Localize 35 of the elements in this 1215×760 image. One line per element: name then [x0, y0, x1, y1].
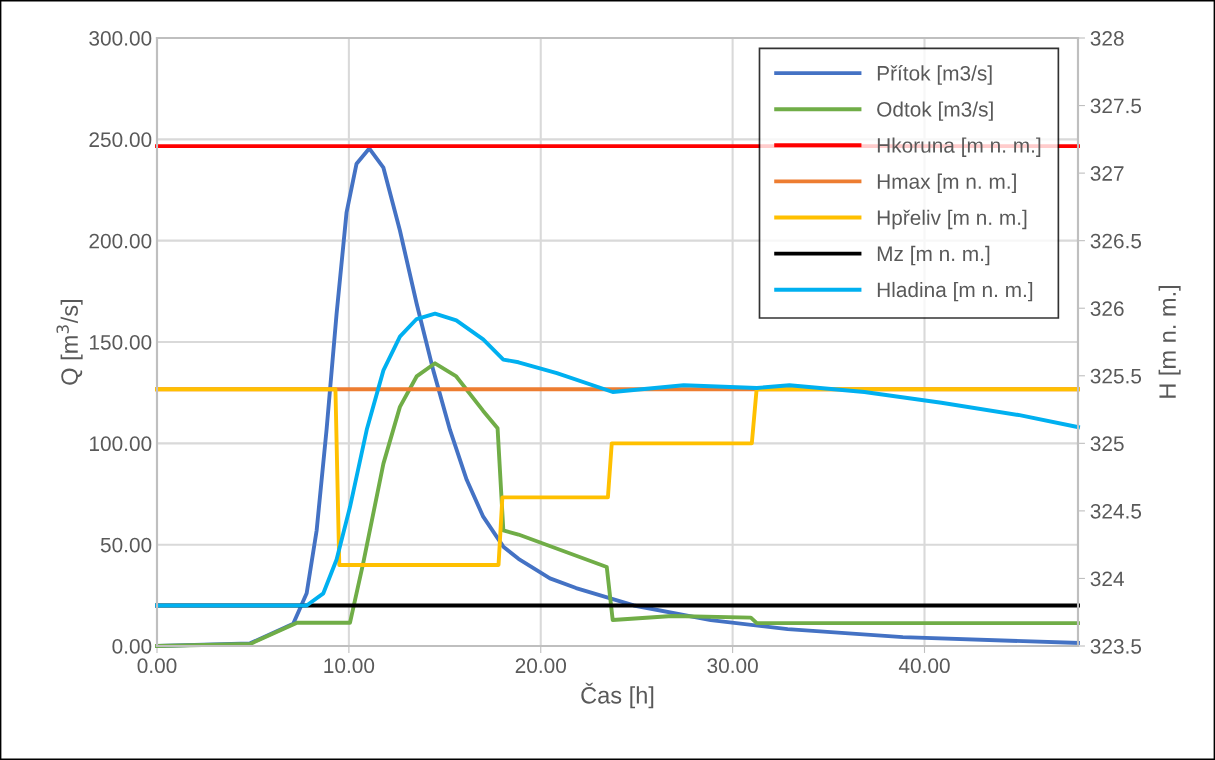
- y-tick-label: 200.00: [89, 233, 152, 249]
- legend-label: Přítok [m3/s]: [877, 65, 992, 85]
- y2-tick-label: 326: [1090, 301, 1124, 316]
- y2-tick-label: 325: [1090, 436, 1124, 452]
- y-axis-title: Q [m$^{3}$/s]: [56, 300, 83, 385]
- y2-tick-label: 324: [1090, 571, 1124, 587]
- y-tick-label: 150.00: [90, 335, 152, 350]
- x-tick-label: 40.00: [898, 658, 950, 674]
- legend-label: Hpřeliv [m n. m.]: [877, 209, 1027, 230]
- y2-tick-label: 323.5: [1090, 639, 1142, 654]
- y2-tick-label: 327: [1090, 166, 1124, 181]
- y2-tick-label: 325.5: [1090, 368, 1142, 384]
- y-tick-label: 0.00: [112, 639, 152, 654]
- line-series: [155, 311, 1080, 608]
- x-tick-label: 10.00: [324, 658, 375, 674]
- line-series: [155, 361, 1080, 648]
- y2-tick-label: 328: [1090, 31, 1124, 46]
- x-tick-label: 0.00: [137, 658, 177, 674]
- y-tick-label: 250.00: [89, 132, 152, 148]
- y2-tick-label: 324.5: [1090, 503, 1142, 519]
- legend-label: Hkoruna [m n. m.]: [877, 137, 1041, 157]
- y-tick-label: 300.00: [89, 31, 152, 46]
- y-tick-label: 100.00: [90, 436, 152, 452]
- legend-label: Hmax [m n. m.]: [877, 173, 1016, 194]
- legend-label: Hladina [m n. m.]: [877, 281, 1033, 302]
- y2-tick-label: 327.5: [1090, 98, 1142, 114]
- legend-label: Mz [m n. m.]: [877, 245, 990, 266]
- legend-label: Odtok [m3/s]: [877, 101, 993, 121]
- y2-tick-label: 326.5: [1090, 233, 1142, 249]
- y2-axis-title: H [m n. m.]: [1158, 285, 1181, 398]
- x-tick-label: 30.00: [707, 658, 758, 674]
- x-tick-label: 20.00: [515, 658, 566, 674]
- x-axis-title: Čas [h]: [581, 682, 654, 709]
- y-tick-label: 50.00: [100, 537, 152, 553]
- line-series: [155, 387, 1080, 567]
